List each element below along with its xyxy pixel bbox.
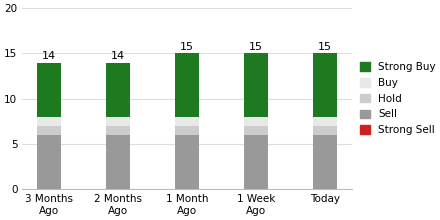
Bar [106,135,130,189]
Bar [37,62,61,117]
Text: 14: 14 [111,51,125,61]
Bar [244,135,268,189]
Bar [37,135,61,189]
Bar [244,117,268,126]
Legend: Strong Buy, Buy, Hold, Sell, Strong Sell: Strong Buy, Buy, Hold, Sell, Strong Sell [360,62,436,135]
Text: 15: 15 [180,42,194,52]
Text: 14: 14 [42,51,56,61]
Bar [175,53,199,117]
Bar [37,126,61,135]
Bar [175,126,199,135]
Bar [244,126,268,135]
Text: 15: 15 [249,42,263,52]
Bar [37,117,61,126]
Bar [313,117,337,126]
Bar [106,62,130,117]
Bar [175,117,199,126]
Text: 15: 15 [318,42,332,52]
Bar [313,126,337,135]
Bar [106,126,130,135]
Bar [244,53,268,117]
Bar [313,53,337,117]
Bar [313,135,337,189]
Bar [106,117,130,126]
Bar [175,135,199,189]
